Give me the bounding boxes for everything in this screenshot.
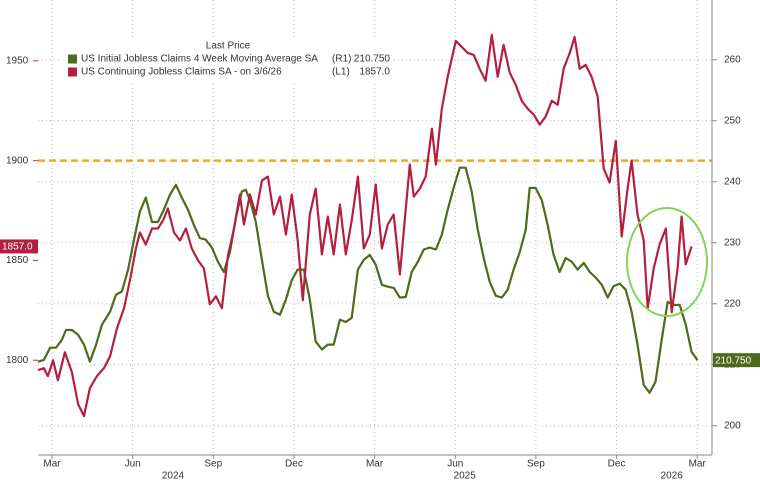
x-tick-label: Jun: [125, 459, 141, 470]
plot-lines: [37, 33, 712, 418]
series-line: [37, 166, 699, 394]
legend-label: US Initial Jobless Claims 4 Week Moving …: [81, 54, 318, 65]
x-tick-label: Sep: [527, 459, 545, 470]
x-tick-label: Mar: [43, 459, 61, 470]
legend-label: US Continuing Jobless Claims SA - on 3/6…: [81, 67, 282, 78]
legend-title: Last Price: [206, 41, 251, 52]
axis-labels: 1800185019001950200210220230240250260Mar…: [0, 54, 760, 482]
legend-box: [62, 37, 394, 81]
year-label: 2026: [661, 471, 684, 482]
y2-tick-label: 220: [724, 298, 741, 309]
last-value-box: [0, 239, 38, 254]
y2-tick-label: 250: [724, 115, 741, 126]
y2-tick-label: 260: [724, 54, 741, 65]
y2-tick-label: 230: [724, 237, 741, 248]
last-value-label: 210.750: [715, 355, 752, 366]
legend-swatch: [68, 54, 77, 64]
y-tick-label: 1850: [6, 255, 29, 266]
legend: Last Price US Initial Jobless Claims 4 W…: [62, 37, 394, 81]
year-label: 2024: [162, 471, 185, 482]
y2-tick-label: 240: [724, 176, 741, 187]
y-tick-label: 1900: [6, 155, 29, 166]
y-tick-label: 1950: [6, 56, 29, 67]
legend-value: 210.750: [354, 54, 391, 65]
highlight-circle: [626, 207, 708, 317]
last-value-label: 1857.0: [2, 242, 33, 253]
last-value-box: [713, 353, 760, 368]
x-tick-label: Sep: [204, 459, 222, 470]
year-label: 2025: [454, 471, 477, 482]
x-tick-label: Mar: [366, 459, 384, 470]
legend-value: 1857.0: [359, 67, 390, 78]
series-line: [37, 33, 693, 418]
x-tick-label: Mar: [689, 459, 707, 470]
y2-tick-label: 200: [724, 420, 741, 431]
y-tick-label: 1800: [6, 355, 29, 366]
legend-axis-tag: (L1): [332, 67, 350, 78]
legend-swatch: [68, 67, 77, 77]
x-tick-label: Dec: [285, 459, 303, 470]
x-tick-label: Jun: [447, 459, 463, 470]
grid: [38, 0, 712, 455]
x-tick-label: Dec: [608, 459, 626, 470]
legend-axis-tag: (R1): [332, 54, 351, 65]
